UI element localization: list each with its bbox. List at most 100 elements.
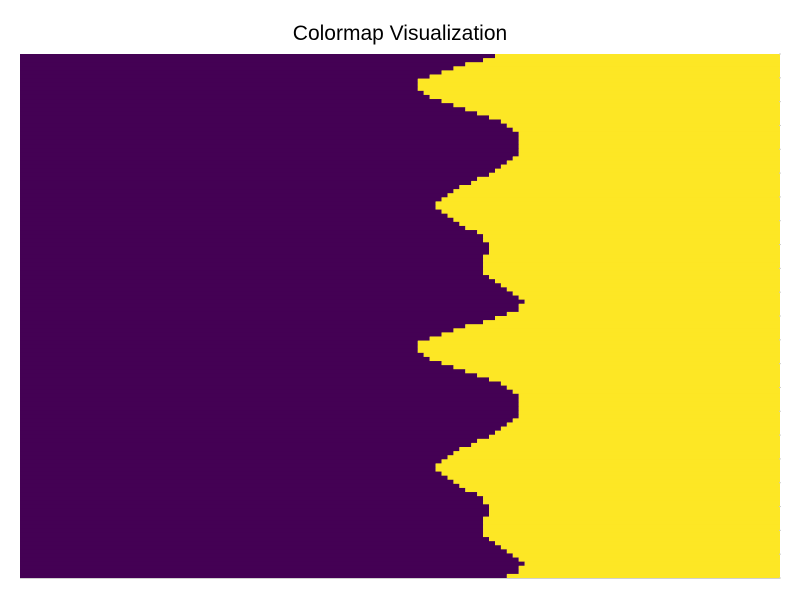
heatmap-row-112-low <box>20 512 490 518</box>
heatmap-row-30-low <box>20 176 478 182</box>
heatmap-row-94-low <box>20 438 478 444</box>
heatmap-row-71-low <box>20 344 418 350</box>
heatmap-row-121-low <box>20 549 507 554</box>
heatmap-row-35-high <box>441 197 780 202</box>
heatmap-row-50-low <box>20 258 484 264</box>
heatmap-row-78-high <box>477 373 780 378</box>
heatmap-row-57-high <box>506 287 780 292</box>
heatmap-row-69-high <box>429 336 780 342</box>
heatmap-row-13-high <box>465 107 780 112</box>
heatmap-row-9-low <box>20 90 424 96</box>
heatmap-row-98-high <box>447 455 780 460</box>
heatmap-row-29-high <box>489 172 780 178</box>
heatmap-row-100-high <box>435 463 780 468</box>
heatmap-row-113-high <box>483 516 780 522</box>
heatmap-row-61-low <box>20 303 519 309</box>
heatmap-row-56-high <box>500 283 780 288</box>
heatmap-row-117-high <box>483 532 780 538</box>
heatmap-row-105-high <box>459 483 780 489</box>
heatmap-row-92-low <box>20 430 495 436</box>
heatmap-row-122-high <box>512 553 780 559</box>
heatmap-row-36-low <box>20 201 436 206</box>
heatmap-row-61-high <box>518 303 780 309</box>
heatmap-row-77-low <box>20 369 466 374</box>
heatmap-row-26-low <box>20 160 507 166</box>
heatmap-row-14-high <box>477 111 780 116</box>
heatmap-row-73-low <box>20 352 424 358</box>
heatmap-row-121-high <box>506 549 780 554</box>
heatmap-row-116-low <box>20 528 484 534</box>
heatmap-row-72-high <box>417 348 780 354</box>
heatmap-row-125-low <box>20 565 519 571</box>
heatmap-row-114-low <box>20 520 484 526</box>
heatmap-row-52-low <box>20 266 484 272</box>
heatmap-row-37-low <box>20 205 436 211</box>
heatmap-row-36-high <box>435 201 780 206</box>
heatmap-row-16-low <box>20 119 501 125</box>
heatmap-row-55-high <box>495 279 780 284</box>
heatmap-row-126-low <box>20 569 519 575</box>
heatmap-row-106-high <box>465 487 780 493</box>
heatmap-row-124-high <box>524 561 780 567</box>
heatmap-row-104-high <box>453 479 780 485</box>
heatmap-row-11-low <box>20 99 442 104</box>
heatmap-row-51-low <box>20 262 484 268</box>
heatmap-row-18-low <box>20 127 513 133</box>
heatmap-row-108-low <box>20 496 484 501</box>
heatmap-row-49-low <box>20 254 484 260</box>
heatmap-row-55-low <box>20 279 495 284</box>
heatmap-row-87-high <box>518 410 780 415</box>
heatmap-row-60-low <box>20 299 525 305</box>
heatmap-row-80-high <box>500 381 780 387</box>
heatmap-row-47-high <box>489 246 780 251</box>
heatmap-row-119-low <box>20 541 495 546</box>
heatmap-row-40-high <box>453 217 780 223</box>
heatmap-row-3-low <box>20 66 454 71</box>
heatmap-row-114-high <box>483 520 780 526</box>
heatmap-row-90-high <box>506 422 780 428</box>
heatmap-row-123-low <box>20 557 519 563</box>
heatmap-row-62-high <box>518 307 780 313</box>
heatmap-row-71-high <box>417 344 780 350</box>
heatmap-row-110-low <box>20 504 490 509</box>
heatmap-row-81-low <box>20 385 507 391</box>
heatmap-row-103-high <box>447 475 780 481</box>
heatmap-row-66-low <box>20 324 466 329</box>
heatmap-row-112-high <box>489 512 780 518</box>
heatmap-row-16-high <box>500 119 780 125</box>
heatmap-row-84-low <box>20 397 519 403</box>
heatmap-row-115-low <box>20 524 484 530</box>
y-ticks <box>20 53 781 579</box>
heatmap-row-42-low <box>20 225 466 231</box>
heatmap-row-43-high <box>477 230 780 235</box>
heatmap-row-3-high <box>453 66 780 71</box>
heatmap-row-17-high <box>506 123 780 129</box>
heatmap-row-58-high <box>512 291 780 297</box>
heatmap-row-78-low <box>20 373 478 378</box>
heatmap-row-4-high <box>441 70 780 75</box>
heatmap-row-65-high <box>483 320 780 325</box>
heatmap-row-20-high <box>518 135 780 141</box>
heatmap-row-64-low <box>20 316 495 321</box>
heatmap-row-22-high <box>518 144 780 149</box>
heatmap-row-18-high <box>512 127 780 133</box>
heatmap-row-65-low <box>20 320 484 325</box>
heatmap-row-46-high <box>489 242 780 247</box>
heatmap-row-95-low <box>20 442 472 448</box>
heatmap-row-39-low <box>20 213 448 219</box>
heatmap-row-99-high <box>441 459 780 464</box>
heatmap-row-42-high <box>465 225 780 231</box>
heatmap-row-69-low <box>20 336 430 342</box>
heatmap-row-50-high <box>483 258 780 264</box>
heatmap-row-76-low <box>20 365 454 370</box>
heatmap-row-127-low <box>20 573 507 579</box>
heatmap-row-21-low <box>20 139 519 145</box>
heatmap-row-19-low <box>20 131 519 137</box>
heatmap-row-109-high <box>483 500 780 505</box>
heatmap-row-94-high <box>477 438 780 444</box>
heatmap-row-101-high <box>435 467 780 473</box>
heatmap-row-7-low <box>20 82 418 88</box>
heatmap-row-56-low <box>20 283 501 288</box>
heatmap-row-62-low <box>20 307 519 313</box>
